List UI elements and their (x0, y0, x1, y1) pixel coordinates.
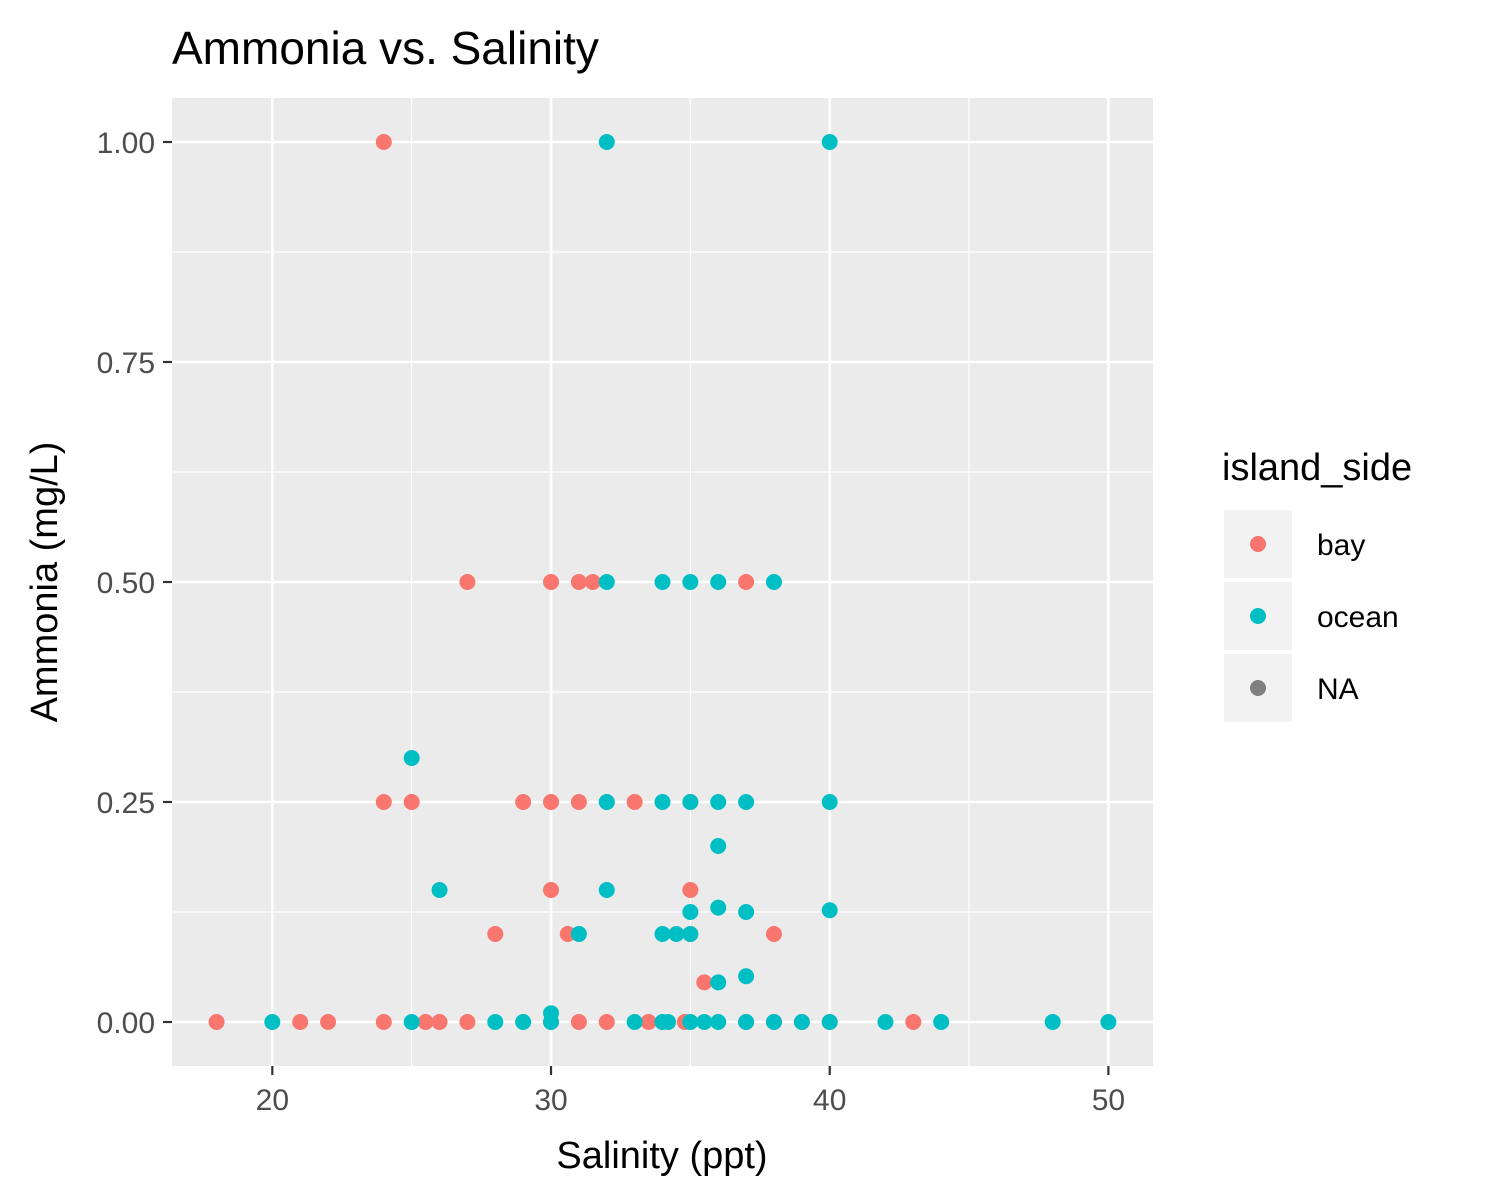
point-ocean (431, 882, 448, 898)
point-bay (515, 794, 532, 810)
legend-label: ocean (1317, 601, 1399, 634)
point-bay (375, 794, 392, 810)
point-bay (570, 794, 587, 810)
point-bay (431, 1014, 448, 1030)
point-ocean (660, 1014, 677, 1030)
point-bay (905, 1014, 922, 1030)
point-ocean (738, 968, 755, 985)
point-bay (208, 1014, 225, 1030)
point-bay (584, 574, 601, 590)
point-ocean (598, 574, 615, 590)
point-ocean (765, 574, 782, 590)
point-ocean (598, 134, 615, 150)
point-ocean (264, 1014, 281, 1030)
point-bay (543, 794, 560, 810)
point-bay (487, 926, 504, 942)
point-ocean (933, 1014, 950, 1030)
point-ocean (821, 1014, 838, 1030)
point-ocean (710, 574, 727, 590)
legend-marker-ocean (1250, 608, 1266, 624)
point-bay (375, 1014, 392, 1030)
point-bay (403, 794, 420, 810)
point-bay (765, 926, 782, 942)
point-bay (459, 1014, 476, 1030)
legend-marker-bay (1250, 536, 1266, 552)
point-ocean (710, 899, 727, 916)
point-ocean (682, 574, 699, 590)
chart-title: Ammonia vs. Salinity (172, 22, 599, 74)
y-axis: 0.00 0.25 0.50 0.75 1.00 (97, 127, 172, 1040)
legend-label: NA (1317, 673, 1359, 706)
x-axis-title: Salinity (ppt) (556, 1135, 767, 1177)
point-ocean (682, 1014, 699, 1030)
point-ocean (710, 838, 727, 854)
point-bay (543, 574, 560, 590)
point-bay (640, 1014, 657, 1030)
point-bay (559, 926, 576, 942)
point-bay (417, 1014, 434, 1030)
point-bay (459, 574, 476, 590)
point-ocean (765, 1014, 782, 1030)
point-bay (375, 134, 392, 150)
point-ocean (682, 794, 699, 810)
point-bay (598, 1014, 615, 1030)
point-ocean (654, 574, 671, 590)
point-ocean (793, 1014, 810, 1030)
point-bay (626, 794, 643, 810)
point-bay (570, 1014, 587, 1030)
x-tick-label: 50 (1092, 1084, 1125, 1117)
point-ocean (570, 926, 587, 942)
point-ocean (682, 904, 699, 920)
point-bay (292, 1014, 309, 1030)
y-tick-label: 0.00 (97, 1007, 155, 1040)
point-ocean (710, 794, 727, 810)
point-ocean (487, 1014, 504, 1030)
point-ocean (668, 926, 685, 942)
point-ocean (696, 1014, 713, 1030)
x-tick-label: 30 (534, 1084, 567, 1117)
x-tick-label: 40 (813, 1084, 846, 1117)
point-ocean (877, 1014, 894, 1030)
point-ocean (682, 926, 699, 942)
legend: island_side bay ocean NA (1222, 447, 1412, 722)
point-ocean (598, 882, 615, 898)
point-ocean (738, 904, 755, 920)
point-ocean (821, 902, 838, 919)
point-ocean (738, 1014, 755, 1030)
point-ocean (543, 1014, 560, 1030)
point-bay (570, 574, 587, 590)
point-ocean (821, 794, 838, 810)
legend-label: bay (1317, 529, 1365, 562)
point-ocean (403, 750, 420, 766)
point-bay (682, 882, 699, 898)
point-ocean (403, 1014, 420, 1030)
point-bay (320, 1014, 337, 1030)
point-bay (738, 574, 755, 590)
point-bay (543, 882, 560, 898)
y-tick-label: 0.75 (97, 347, 155, 380)
x-tick-label: 20 (256, 1084, 289, 1117)
point-ocean (654, 794, 671, 810)
y-tick-label: 0.50 (97, 567, 155, 600)
point-ocean (654, 926, 671, 942)
point-ocean (598, 794, 615, 810)
data-points (208, 134, 1117, 1030)
x-axis: 20 30 40 50 (256, 1066, 1125, 1117)
point-ocean (821, 134, 838, 150)
point-ocean (710, 974, 727, 991)
point-ocean (1044, 1014, 1061, 1030)
point-ocean (738, 794, 755, 810)
point-ocean (515, 1014, 532, 1030)
legend-title: island_side (1222, 447, 1412, 489)
point-ocean (710, 1014, 727, 1030)
point-ocean (626, 1014, 643, 1030)
y-axis-title: Ammonia (mg/L) (24, 442, 66, 723)
point-bay (696, 974, 713, 991)
point-ocean (1100, 1014, 1117, 1030)
legend-marker-na (1250, 680, 1266, 696)
y-tick-label: 0.25 (97, 787, 155, 820)
y-tick-label: 1.00 (97, 127, 155, 160)
